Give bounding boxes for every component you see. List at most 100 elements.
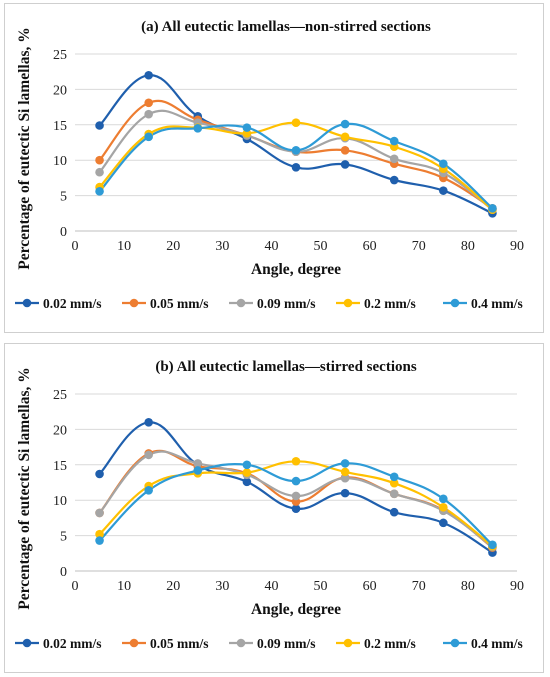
data-point [144, 98, 153, 108]
legend-label: 0.2 mm/s [364, 296, 416, 311]
x-tick-label: 10 [117, 239, 131, 254]
x-axis-label: Angle, degree [251, 601, 341, 618]
x-tick-label: 50 [314, 579, 328, 594]
x-tick-label: 80 [461, 239, 475, 254]
data-point [144, 418, 153, 427]
legend-label: 0.05 mm/s [150, 296, 209, 311]
chart-b-title: (b) All eutectic lamellas—stirred sectio… [155, 359, 416, 375]
data-point [389, 136, 399, 146]
data-point [340, 160, 350, 169]
x-tick-label: 40 [264, 579, 278, 594]
data-point [439, 518, 448, 528]
data-point [340, 488, 350, 498]
data-point [439, 186, 448, 195]
data-point [340, 459, 350, 468]
data-point [242, 468, 252, 477]
data-point [144, 450, 153, 460]
data-point [144, 109, 153, 119]
data-point [95, 508, 104, 518]
legend-marker [343, 638, 353, 648]
data-point [193, 459, 203, 468]
y-tick-label: 25 [53, 388, 67, 403]
data-point [340, 145, 350, 155]
y-tick-label: 10 [53, 494, 67, 509]
y-tick-label: 15 [53, 459, 67, 474]
data-point [389, 507, 399, 517]
legend-label: 0.4 mm/s [471, 636, 523, 651]
data-point [291, 456, 301, 466]
x-tick-label: 0 [72, 239, 79, 254]
x-tick-label: 30 [215, 579, 229, 594]
legend-marker [129, 638, 139, 648]
x-tick-label: 80 [461, 579, 475, 594]
x-tick-label: 20 [166, 579, 180, 594]
legend-marker [22, 638, 32, 648]
y-tick-label: 0 [60, 565, 67, 580]
data-point [144, 132, 153, 142]
chart-a-title: (a) All eutectic lamellas—non-stirred se… [141, 19, 431, 35]
y-tick-label: 20 [53, 423, 67, 438]
data-point [439, 494, 448, 504]
x-tick-label: 50 [314, 239, 328, 254]
legend-label: 0.2 mm/s [364, 636, 416, 651]
data-point [291, 145, 301, 155]
legend-label: 0.4 mm/s [471, 296, 523, 311]
legend-marker [236, 638, 246, 648]
data-point [439, 159, 448, 169]
y-tick-label: 10 [53, 154, 67, 169]
data-point [95, 187, 104, 196]
data-point [439, 502, 448, 512]
data-point [242, 460, 252, 470]
data-point [95, 167, 104, 177]
x-tick-label: 10 [117, 579, 131, 594]
y-tick-label: 25 [53, 48, 67, 63]
chart-b-svg: (b) All eutectic lamellas—stirred sectio… [15, 359, 524, 651]
legend-marker [343, 298, 353, 308]
x-tick-label: 0 [72, 579, 79, 594]
y-axis-label: Percentage of eutectic Si lamellas, % [16, 367, 33, 609]
x-tick-label: 90 [510, 579, 524, 594]
legend-label: 0.09 mm/s [257, 296, 316, 311]
data-point [144, 485, 153, 495]
data-point [488, 204, 497, 213]
data-point [193, 124, 203, 133]
data-point [291, 491, 301, 501]
data-point [242, 123, 252, 132]
data-point [95, 529, 104, 539]
data-point [144, 70, 153, 80]
data-point [291, 118, 301, 127]
x-tick-label: 70 [412, 239, 426, 254]
legend-marker [129, 298, 139, 308]
legend-label: 0.09 mm/s [257, 636, 316, 651]
chart-a-svg: (a) All eutectic lamellas—non-stirred se… [15, 19, 524, 311]
chart-panel-b: (b) All eutectic lamellas—stirred sectio… [4, 343, 544, 673]
y-tick-label: 0 [60, 225, 67, 240]
legend-marker [22, 298, 32, 308]
data-point [95, 121, 104, 130]
data-point [95, 155, 104, 165]
data-point [340, 132, 350, 142]
y-tick-label: 5 [60, 190, 67, 205]
data-point [488, 540, 497, 550]
data-point [389, 154, 399, 164]
data-point [242, 477, 252, 487]
y-tick-label: 20 [53, 83, 67, 98]
x-tick-label: 20 [166, 239, 180, 254]
data-point [291, 476, 301, 486]
data-point [389, 175, 399, 185]
series-line-0 [98, 421, 493, 554]
x-tick-label: 60 [363, 239, 377, 254]
data-point [340, 473, 350, 483]
x-axis-label: Angle, degree [251, 261, 341, 278]
x-tick-label: 60 [363, 579, 377, 594]
legend-marker [236, 298, 246, 308]
y-axis-label: Percentage of eutectic Si lamellas, % [16, 27, 33, 269]
data-point [95, 469, 104, 479]
y-tick-label: 15 [53, 119, 67, 134]
data-point [340, 467, 350, 477]
data-point [389, 489, 399, 499]
data-point [291, 504, 301, 513]
x-tick-label: 40 [264, 239, 278, 254]
data-point [291, 162, 301, 172]
x-tick-label: 30 [215, 239, 229, 254]
